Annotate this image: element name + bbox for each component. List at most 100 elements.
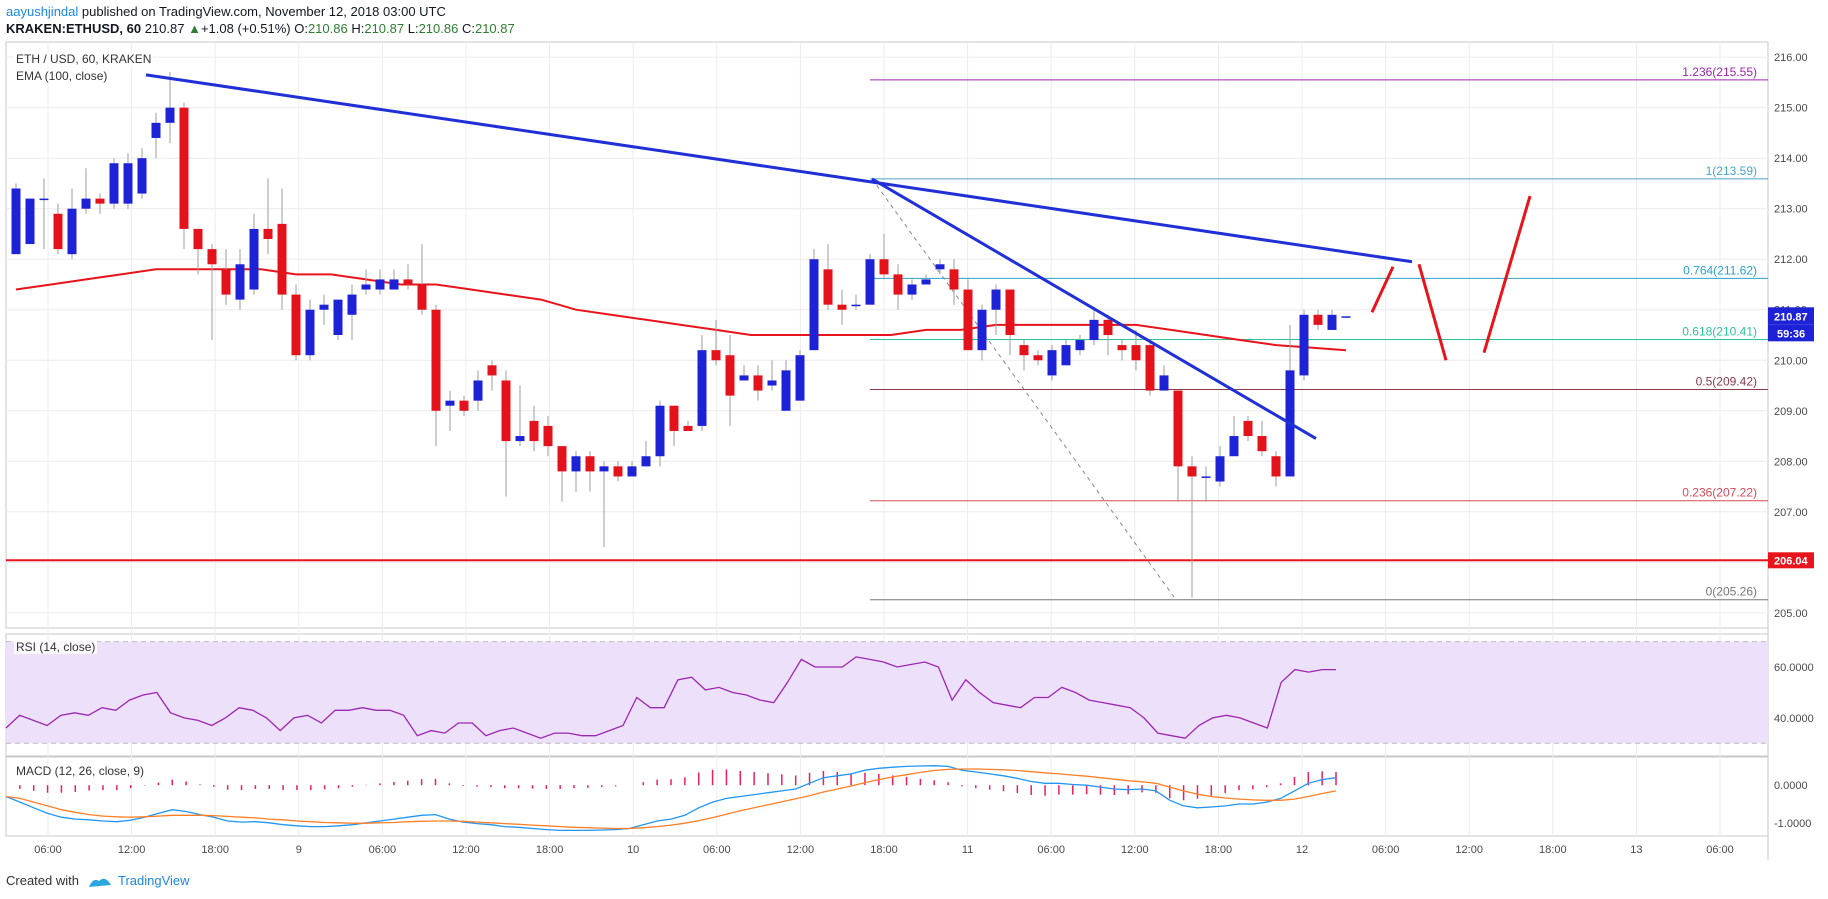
time-tick-label: 06:00 [1372,844,1400,856]
rsi-tick-label: 60.0000 [1774,662,1814,674]
bullish-candle [319,304,329,310]
bearish-candle [1313,314,1323,325]
support-price-tag-label: 206.04 [1774,555,1809,567]
bearish-candle [963,289,973,351]
fibonacci-level-label: 1(213.59) [1706,164,1757,178]
bullish-candle [809,259,819,351]
close-value: 210.87 [474,21,515,36]
bullish-candle [991,289,1001,310]
bearish-candle [543,425,553,447]
bullish-candle [1215,456,1225,482]
symbol-label: KRAKEN:ETHUSD, 60 [6,21,142,36]
bullish-candle [347,294,357,315]
fibonacci-level-label: 0.764(211.62) [1683,263,1757,277]
bullish-candle [1047,350,1057,376]
bearish-candle [683,425,693,431]
bullish-candle [109,163,119,204]
bullish-candle [39,198,49,201]
bullish-candle [935,264,945,270]
time-tick-label: 06:00 [1037,844,1065,856]
main-chart-title: ETH / USD, 60, KRAKEN [14,52,154,66]
bearish-candle [1187,466,1197,477]
price-tick-label: 208.00 [1774,456,1808,468]
fibonacci-anchor-line [871,178,1177,601]
time-tick-label: 12:00 [118,844,146,856]
bullish-candle [1089,319,1099,341]
bearish-candle [207,249,217,265]
bullish-candle [389,279,399,290]
macd-tick-label: 0.0000 [1774,780,1808,792]
price-tick-label: 205.00 [1774,608,1808,620]
bullish-candle [739,375,749,381]
bullish-candle [123,163,133,204]
open-label: O: [294,21,308,36]
bearish-candle [1033,355,1043,361]
price-change: +1.08 (+0.51%) [200,21,291,36]
bearish-candle [529,420,539,442]
bullish-candle [977,309,987,351]
last-price-tag-label: 210.87 [1774,311,1808,323]
bearish-candle [263,228,273,240]
low-value: 210.86 [418,21,459,36]
time-tick-label: 06:00 [369,844,397,856]
bearish-candle [53,213,63,250]
bullish-candle [655,405,665,457]
bullish-candle [767,380,777,386]
short-term-trendline [871,177,1317,440]
countdown-tag [1768,324,1814,342]
bullish-candle [1229,436,1239,457]
time-tick-label: 10 [627,844,639,856]
time-tick-label: 18:00 [536,844,564,856]
rsi-legend[interactable]: RSI (14, close) [14,640,98,654]
bullish-candle [25,198,35,245]
time-tick-label: 18:00 [1539,844,1567,856]
bullish-candle [627,466,637,477]
bearish-candle [725,355,735,396]
time-tick-label: 9 [296,844,302,856]
bearish-candle [1019,345,1029,356]
price-tick-label: 215.00 [1774,103,1808,115]
price-tick-label: 216.00 [1774,52,1808,64]
ohlc-header: KRAKEN:ETHUSD, 60 210.87 ▲+1.08 (+0.51%)… [6,21,515,36]
bullish-candle [907,284,917,295]
bullish-candle [865,259,875,305]
bearish-candle [1117,345,1127,351]
rsi-line [5,656,1336,739]
forecast-path-segment [1482,195,1532,354]
open-value: 210.86 [307,21,348,36]
bullish-candle [599,466,609,472]
bullish-candle [697,350,707,426]
countdown-tag-label: 59:36 [1777,328,1805,340]
bullish-candle [1159,375,1169,391]
bearish-candle [417,284,427,310]
major-resistance-trendline [145,73,1413,264]
fibonacci-level-label: 0(205.26) [1706,585,1757,599]
bullish-candle [305,309,315,356]
price-tick-label: 209.00 [1774,406,1808,418]
bearish-candle [501,380,511,442]
price-tick-label: 210.00 [1774,355,1808,367]
bearish-candle [669,405,679,431]
high-value: 210.87 [364,21,405,36]
bullish-candle [921,279,931,285]
time-tick-label: 18:00 [201,844,229,856]
bullish-candle [333,299,343,335]
tradingview-link[interactable]: TradingView [118,873,190,888]
bearish-candle [949,269,959,290]
bullish-candle [1061,345,1071,366]
bearish-candle [431,309,441,411]
macd-legend[interactable]: MACD (12, 26, close, 9) [14,764,147,778]
macd-signal-line [5,768,1337,830]
support-price-tag [1768,552,1814,569]
bullish-candle [151,122,161,138]
close-label: C: [461,21,475,36]
rsi-tick-label: 40.0000 [1774,713,1814,725]
author-link[interactable]: aayushjindal [6,4,79,19]
ema-legend[interactable]: EMA (100, close) [14,69,110,83]
rsi-band [6,641,1768,744]
fibonacci-level-label: 1.236(215.55) [1682,65,1757,79]
created-with-label: Created with [6,873,79,888]
bearish-candle [1243,420,1253,437]
time-tick-label: 12:00 [1455,844,1483,856]
